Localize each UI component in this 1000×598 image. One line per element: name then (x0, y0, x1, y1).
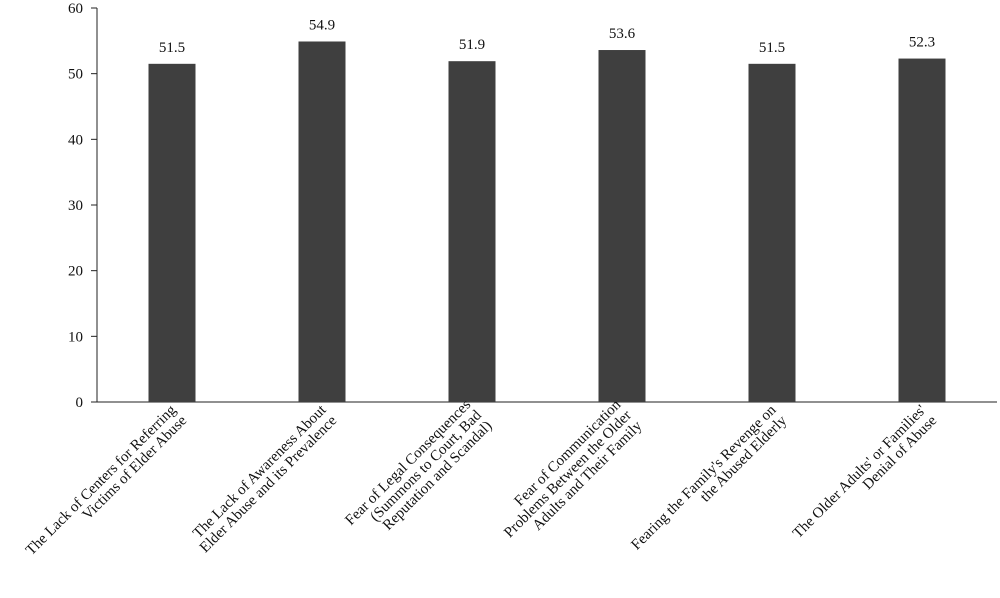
x-category-label: Fear of Legal Consequences(Summons to Co… (342, 397, 495, 550)
bar (448, 61, 496, 402)
x-category-label-line: The Lack of Centers for Referring (23, 402, 180, 559)
x-category-label-line: The Lack of Awareness About (190, 402, 330, 542)
data-label: 52.3 (909, 35, 935, 51)
data-label: 51.5 (159, 40, 185, 56)
x-category-label-line: Problems Between the Older (501, 408, 635, 542)
y-axis-ticks: 0 10 20 30 40 50 60 (68, 1, 97, 411)
bar (898, 58, 946, 403)
category-labels: The Lack of Centers for ReferringVictims… (23, 397, 940, 569)
bar (598, 50, 646, 402)
x-category-label-line: Elder Abuse and its Prevalence (197, 413, 341, 557)
data-labels: 51.5 54.9 51.9 53.6 51.5 52.3 (159, 17, 935, 55)
data-label: 53.6 (609, 26, 636, 42)
x-category-label: The Lack of Centers for ReferringVictims… (23, 402, 190, 569)
y-tick-label: 40 (68, 132, 83, 148)
y-tick-label: 60 (68, 1, 83, 17)
x-category-label: Fear of CommunicationProblems Between th… (491, 397, 646, 552)
x-category-label-line: Fearing the Family's Revenge on (628, 402, 779, 553)
bars (148, 41, 946, 403)
bar (748, 63, 796, 403)
data-label: 54.9 (309, 17, 335, 33)
x-category-label: The Lack of Awareness AboutElder Abuse a… (186, 402, 340, 556)
x-category-label-line: Victims of Elder Abuse (80, 413, 191, 524)
data-label: 51.5 (759, 40, 785, 56)
y-tick-label: 0 (76, 395, 84, 411)
bar (148, 63, 196, 403)
data-label: 51.9 (459, 37, 485, 53)
x-category-label-line: The Older Adults' or Families' (790, 402, 930, 542)
y-tick-label: 10 (68, 329, 83, 345)
y-tick-label: 30 (68, 198, 83, 214)
bar (298, 41, 346, 403)
x-category-label: The Older Adults' or Families'Denial of … (790, 402, 940, 552)
x-category-label-line: (Summons to Court, Bad (367, 407, 485, 525)
y-tick-label: 50 (68, 67, 83, 83)
y-tick-label: 20 (68, 264, 83, 280)
x-category-label: Fearing the Family's Revenge onthe Abuse… (628, 402, 790, 564)
